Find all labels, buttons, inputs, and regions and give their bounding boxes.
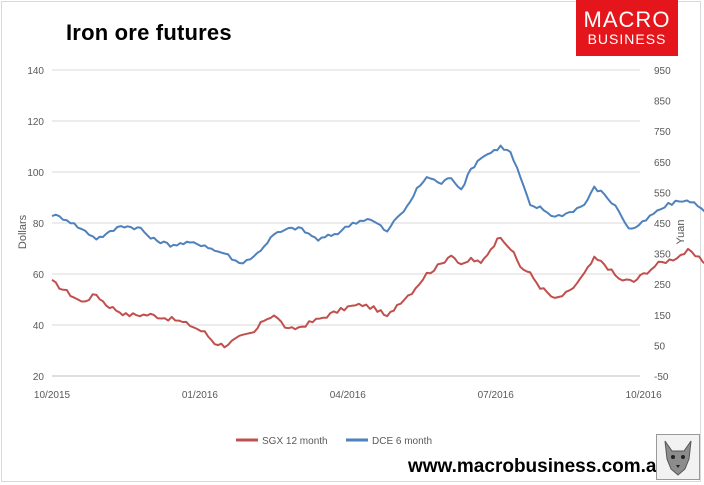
- x-tick-label: 10/2015: [34, 390, 71, 401]
- y-tick-label: 40: [33, 321, 45, 332]
- y-tick-label: 120: [27, 117, 44, 128]
- website-url[interactable]: www.macrobusiness.com.au: [408, 456, 669, 477]
- y-tick-label: 20: [33, 372, 45, 383]
- macro-business-logo: MACRO BUSINESS: [576, 0, 678, 56]
- y2-tick-label: 850: [654, 97, 671, 108]
- y2-tick-label: 350: [654, 250, 671, 261]
- y2-tick-label: 650: [654, 158, 671, 169]
- y2-tick-label: -50: [654, 372, 669, 383]
- gridlines: [52, 69, 640, 377]
- y2-tick-label: 50: [654, 341, 666, 352]
- x-tick-label: 04/2016: [330, 390, 367, 401]
- left-axis-tick-labels: 20 40 60 80 100 120 140: [27, 66, 44, 383]
- chart-title: Iron ore futures: [66, 20, 232, 45]
- logo-line-1: MACRO: [583, 7, 671, 32]
- legend-label-dce: DCE 6 month: [372, 436, 432, 447]
- left-axis-label: Dollars: [17, 214, 29, 249]
- x-tick-label: 07/2016: [478, 390, 515, 401]
- y2-tick-label: 550: [654, 188, 671, 199]
- right-axis-tick-labels: -50 50 150 250 350 450 550 650 750 850 950: [654, 66, 671, 383]
- y-tick-label: 60: [33, 270, 45, 281]
- y2-tick-label: 750: [654, 127, 671, 138]
- y-tick-label: 100: [27, 168, 44, 179]
- series-line-sgx: [51, 236, 704, 349]
- x-axis-tick-labels: 10/201501/201604/201607/201610/201601/20…: [34, 390, 663, 401]
- y-tick-label: 80: [33, 219, 45, 230]
- y2-tick-label: 950: [654, 66, 671, 77]
- wolf-logo: [656, 434, 700, 480]
- legend-label-sgx: SGX 12 month: [262, 436, 328, 447]
- series-line-dce: [51, 144, 704, 265]
- series-lines: [51, 144, 704, 349]
- y2-tick-label: 250: [654, 280, 671, 291]
- y-tick-label: 140: [27, 66, 44, 77]
- legend: SGX 12 month DCE 6 month: [236, 436, 432, 447]
- y2-tick-label: 450: [654, 219, 671, 230]
- right-axis-label: Yuan: [675, 219, 687, 244]
- x-tick-label: 10/2016: [626, 390, 663, 401]
- logo-line-2: BUSINESS: [587, 31, 667, 47]
- y2-tick-label: 150: [654, 311, 671, 322]
- x-tick-label: 01/2016: [182, 390, 219, 401]
